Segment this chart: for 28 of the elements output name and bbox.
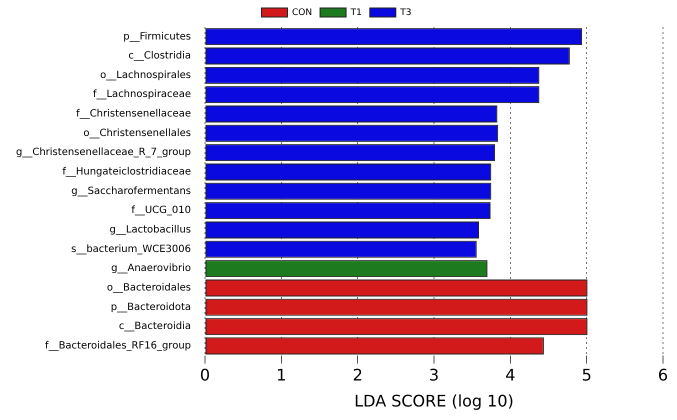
x-tick-label: 1 <box>276 365 286 384</box>
legend-label: T1 <box>350 8 362 18</box>
legend-label: T3 <box>399 8 412 18</box>
y-tick-label: p__Firmicutes <box>123 31 191 42</box>
y-tick-label: c__Clostridia <box>128 50 191 62</box>
y-tick-label: f__UCG_010 <box>131 205 191 216</box>
x-tick-label: 3 <box>428 365 440 384</box>
legend-label: CON <box>292 8 312 18</box>
y-tick-label: s__bacterium_WCE3006 <box>71 244 191 255</box>
x-tick-label: 5 <box>582 365 592 384</box>
x-tick-label: 2 <box>352 365 363 384</box>
x-tick-label: 6 <box>658 365 668 384</box>
y-tick-label: f__Bacteroidales_RF16_group <box>45 340 191 352</box>
y-tick-label: g__Anaerovibrio <box>111 263 191 274</box>
y-tick-label: f__Hungateiclostridiaceae <box>62 166 191 178</box>
y-tick-label: g__Lactobacillus <box>110 224 191 236</box>
y-tick-label: g__Christensenellaceae_R_7_group <box>16 147 191 158</box>
y-tick-label: g__Saccharofermentans <box>71 186 191 197</box>
y-tick-label: f__Lachnospiraceae <box>92 89 191 100</box>
x-tick-label: 0 <box>200 365 210 384</box>
y-tick-label: f__Christensenellaceae <box>76 108 191 120</box>
y-tick-label: c__Bacteroidia <box>118 321 191 332</box>
y-tick-label: o__Bacteroidales <box>106 282 191 294</box>
x-axis-title: LDA SCORE (log 10) <box>354 392 514 411</box>
x-tick-label: 4 <box>505 365 516 384</box>
y-tick-label: p__Bacteroidota <box>110 302 191 313</box>
y-tick-label: o__Christensenellales <box>83 128 191 139</box>
y-tick-label: o__Lachnospirales <box>100 70 191 81</box>
